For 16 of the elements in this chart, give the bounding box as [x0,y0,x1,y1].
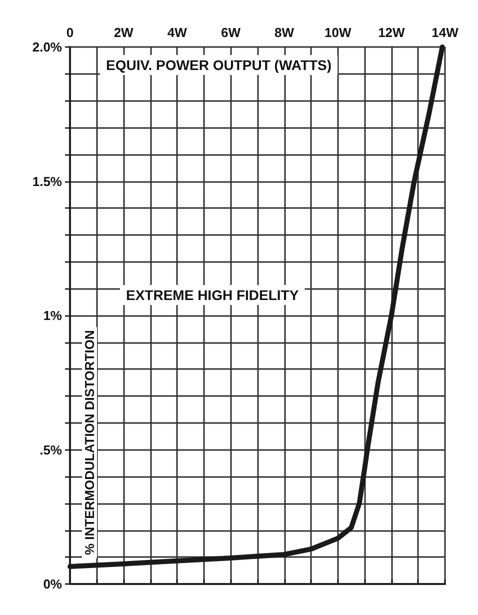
annotation: EXTREME HIGH FIDELITY [126,287,300,303]
y-tick-label: .5% [40,442,62,458]
x-tick-label: 10W [324,25,352,40]
y-tick-label: 2.0% [32,40,62,54]
x-tick-label: 4W [167,25,188,40]
x-tick-label: 12W [378,25,406,40]
y-tick-label: 1% [43,308,62,323]
x-tick-label: 0 [66,25,74,40]
x-tick-label: 6W [220,25,242,40]
y-tick-label: 1.5% [32,174,62,189]
x-tick-label: 2W [114,25,134,40]
x-axis-title: EQUIV. POWER OUTPUT (WATTS) [106,57,332,73]
x-tick-label: 14W [432,25,460,40]
x-tick-label: 8W [274,25,295,40]
y-axis-title: % INTERMODULATION DISTORTION [82,330,97,555]
y-tick-label: 0% [43,576,62,592]
